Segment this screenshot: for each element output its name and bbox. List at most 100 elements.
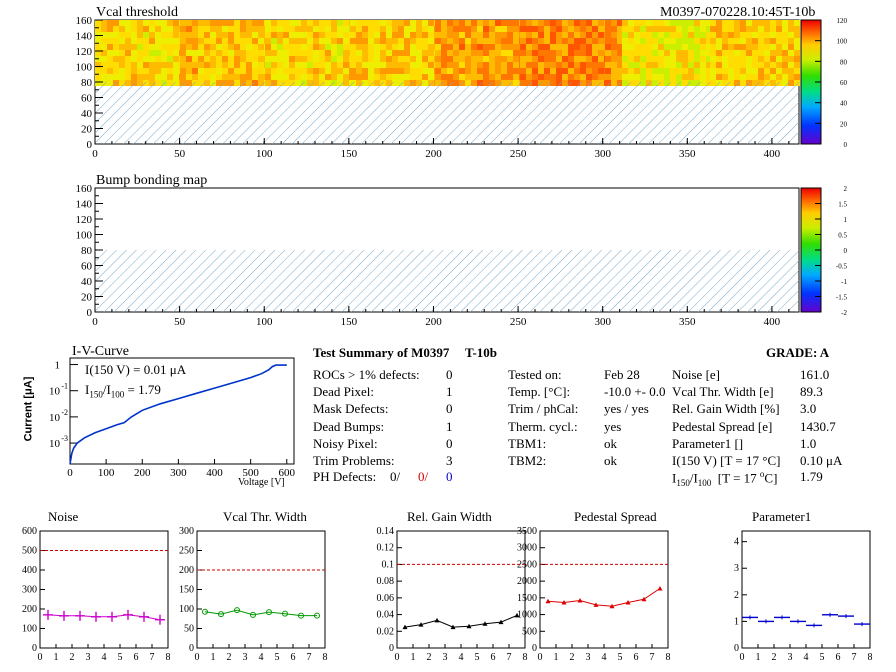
heat-cell [180, 26, 186, 32]
heat-cell [380, 32, 386, 38]
heat-cell [319, 20, 325, 26]
heat-cell [441, 50, 447, 56]
heat-cell [428, 62, 434, 68]
heat-cell [252, 38, 258, 44]
heat-cell [404, 20, 410, 26]
heat-cell [592, 50, 598, 56]
heat-cell [640, 26, 646, 32]
heat-cell [356, 26, 362, 32]
heat-cell [186, 20, 192, 26]
heat-cell [410, 74, 416, 80]
x-tick-label: 100 [256, 148, 273, 160]
summary-value: 0 [446, 401, 453, 417]
heat-cell [447, 56, 453, 62]
heat-cell [380, 50, 386, 56]
heat-cell [386, 62, 392, 68]
heat-cell [520, 44, 526, 50]
heat-cell [362, 62, 368, 68]
chart-x-tick-label: 8 [323, 652, 328, 663]
heat-cell [113, 68, 119, 74]
heat-cell [634, 26, 640, 32]
heat-cell [634, 68, 640, 74]
chart-x-tick-label: 7 [507, 652, 512, 663]
heat-cell [688, 68, 694, 74]
heat-cell [301, 74, 307, 80]
heat-cell [113, 32, 119, 38]
heat-cell [295, 20, 301, 26]
chart-point [266, 609, 272, 616]
heat-cell [770, 62, 776, 68]
heat-cell [586, 62, 592, 68]
heat-cell [155, 44, 161, 50]
summary-value: 1 [446, 384, 453, 400]
heat-cell [441, 38, 447, 44]
heat-cell [676, 68, 682, 74]
iv-ratio-mid: /I [102, 382, 111, 397]
heat-cell [513, 74, 519, 80]
heat-cell [728, 38, 734, 44]
heat-cell [776, 26, 782, 32]
heat-cell [782, 26, 788, 32]
heat-cell [173, 56, 179, 62]
heat-cell [265, 26, 271, 32]
heat-cell [580, 50, 586, 56]
heat-cell [634, 62, 640, 68]
heat-cell [180, 56, 186, 62]
heat-cell [740, 38, 746, 44]
heat-cell [192, 26, 198, 32]
heat-cell [770, 50, 776, 56]
heat-cell [495, 68, 501, 74]
summary-value: Feb 28 [604, 367, 640, 382]
heat-cell [131, 74, 137, 80]
heat-cell [652, 26, 658, 32]
heat-cell [319, 44, 325, 50]
heat-cell [410, 50, 416, 56]
heat-cell [289, 74, 295, 80]
heat-cell [646, 56, 652, 62]
heat-cell [228, 50, 234, 56]
heat-cell [95, 38, 101, 44]
heat-cell [489, 68, 495, 74]
heat-cell [592, 26, 598, 32]
heat-cell [283, 38, 289, 44]
heat-cell [216, 50, 222, 56]
heat-cell [710, 38, 716, 44]
heat-cell [652, 32, 658, 38]
heat-cell [734, 26, 740, 32]
heat-cell [313, 50, 319, 56]
heat-cell [670, 50, 676, 56]
chart-x-tick-label: 3 [788, 652, 793, 663]
heat-cell [716, 50, 722, 56]
heat-cell [477, 26, 483, 32]
chart-x-tick-label: 1 [411, 652, 416, 663]
heat-cell [368, 32, 374, 38]
heat-cell [622, 20, 628, 26]
chart-frame [396, 530, 526, 649]
heat-cell [652, 44, 658, 50]
heat-cell [228, 26, 234, 32]
heat-cell [598, 74, 604, 80]
heat-cell [710, 50, 716, 56]
heat-cell [740, 74, 746, 80]
heat-cell [710, 62, 716, 68]
heat-cell [240, 26, 246, 32]
heat-cell [605, 44, 611, 50]
heat-cell [710, 32, 716, 38]
heat-cell [706, 56, 712, 62]
heat-cell [113, 62, 119, 68]
chart-point [314, 612, 320, 619]
heat-cell [782, 74, 788, 80]
heat-cell [700, 26, 706, 32]
heat-cell [222, 68, 228, 74]
heat-cell [611, 26, 617, 32]
heat-cell [605, 56, 611, 62]
y-tick-label: 40 [81, 276, 93, 288]
heat-cell [471, 32, 477, 38]
heat-cell [465, 32, 471, 38]
heat-cell [489, 62, 495, 68]
heat-cell [453, 32, 459, 38]
heat-cell [198, 38, 204, 44]
heat-cell [143, 38, 149, 44]
heat-cell [646, 68, 652, 74]
